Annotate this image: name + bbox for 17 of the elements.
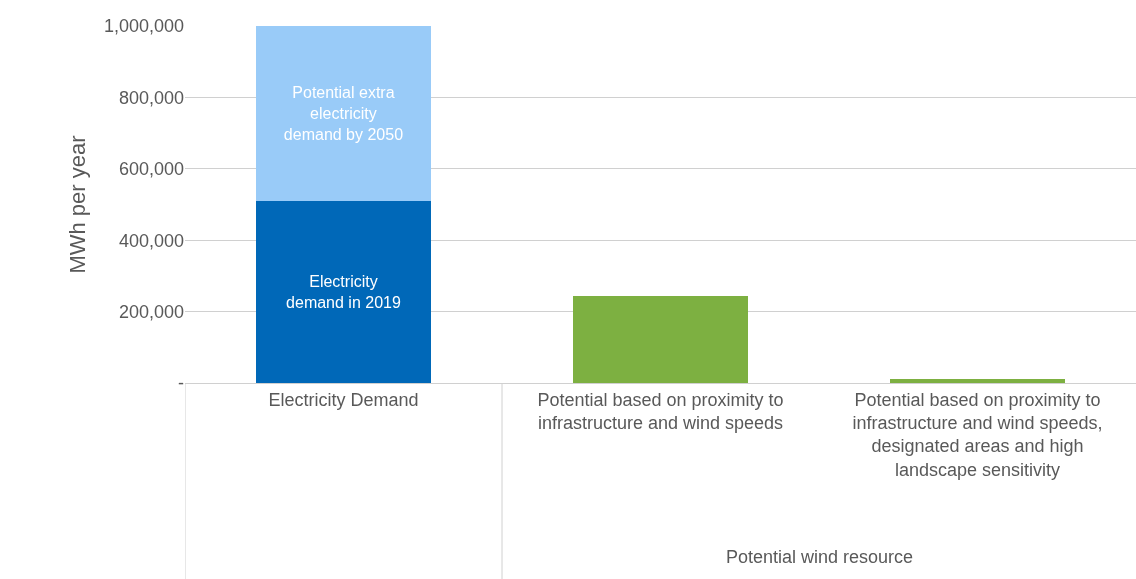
x-tick-label: Potential based on proximity to infrastructure and wind speeds, designated areas and high landscape sensitivity	[852, 389, 1103, 480]
y-tick-label: 600,000	[118, 159, 184, 180]
bar	[573, 295, 748, 383]
x-tick-label: Potential based on proximity to infrastructure and wind speeds	[537, 389, 784, 433]
bar	[256, 200, 431, 383]
y-tick-label: 200,000	[118, 301, 184, 322]
y-tick-label: 400,000	[118, 230, 184, 251]
y-tick-label: 1,000,000	[103, 16, 184, 37]
series-label: Electricity demand in 2019	[286, 273, 401, 311]
bar	[890, 379, 1065, 383]
y-axis-title: MWh per year	[64, 135, 90, 274]
bar	[256, 26, 431, 201]
text: Potential wind resource	[726, 547, 914, 567]
x-tick-label: Electricity Demand	[268, 389, 419, 410]
series-label: Potential extra electricity demand by 2050	[283, 84, 404, 143]
y-tick-label: -	[178, 373, 184, 394]
y-tick-label: 800,000	[118, 87, 184, 108]
